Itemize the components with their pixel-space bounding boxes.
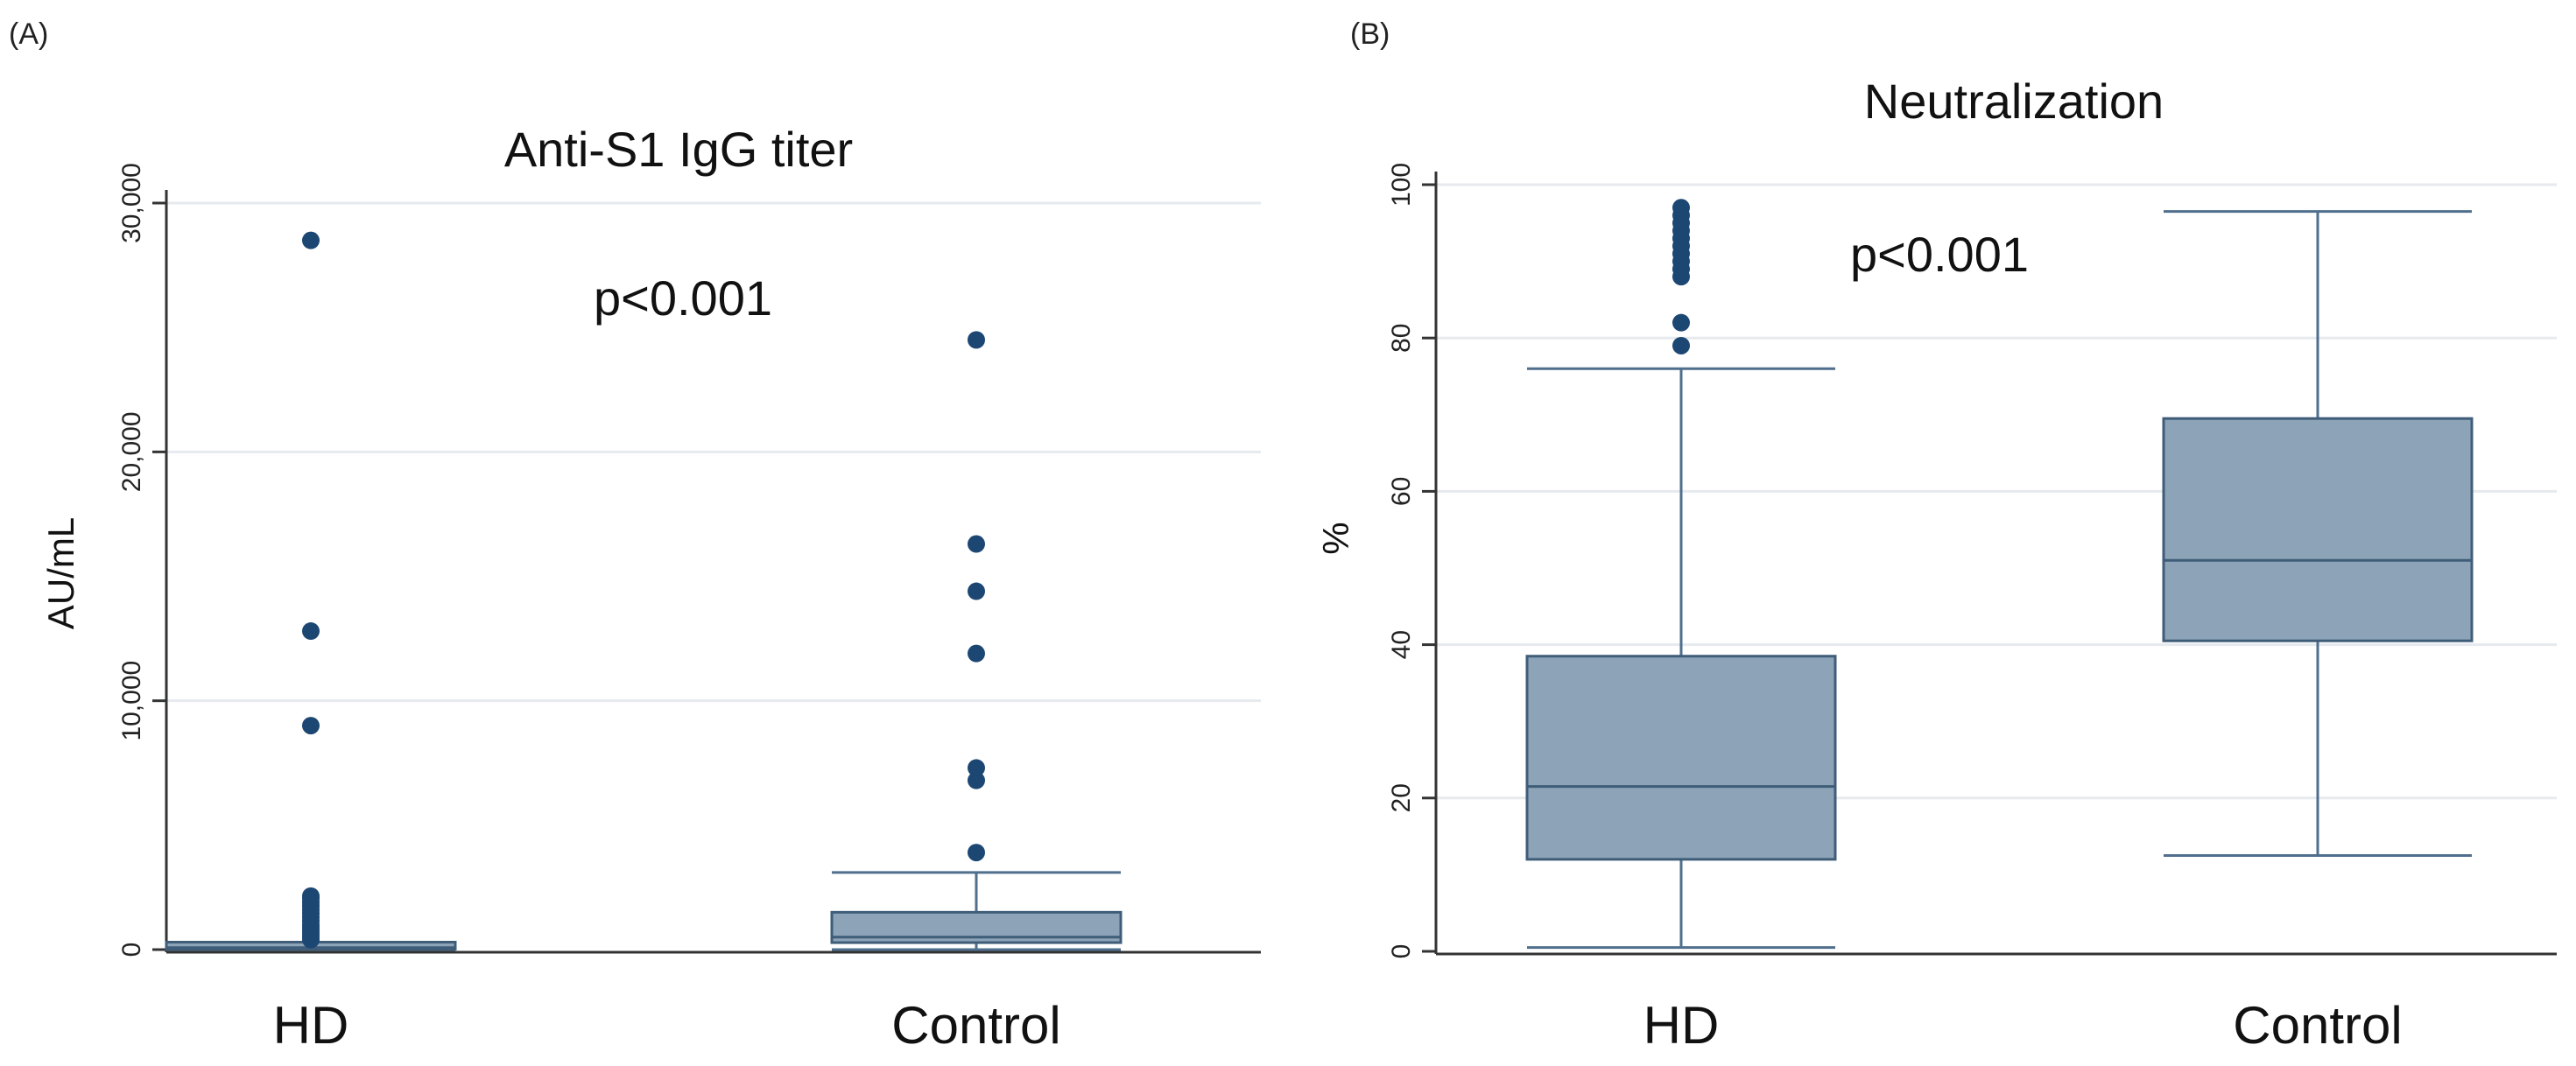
- outlier-point-a: [968, 331, 985, 349]
- y-tick-label-b: 40: [1387, 630, 1416, 659]
- y-tick-label-a: 0: [117, 943, 146, 957]
- outlier-point-a: [302, 231, 320, 249]
- category-label-b: Control: [2233, 996, 2402, 1055]
- outlier-point-b: [1672, 336, 1690, 354]
- panel-label-a: (A): [9, 18, 49, 51]
- y-tick-label-b: 80: [1387, 324, 1416, 353]
- panel-label-b: (B): [1350, 18, 1390, 51]
- p-value-annotation-a: p<0.001: [594, 270, 772, 326]
- y-axis-label-b: %: [1315, 522, 1356, 554]
- y-tick-label-b: 100: [1387, 163, 1416, 207]
- outlier-point-a: [302, 622, 320, 641]
- chart-panel-b: (B) 0 20 40 60 80 100 Neutralization p<0.001% HD…: [1296, 0, 2576, 1066]
- p-value-annotation-b: p<0.001: [1850, 227, 2029, 282]
- y-tick-label-a: 20,000: [117, 411, 146, 492]
- y-tick-label-a: 10,000: [117, 661, 146, 741]
- box-b-control: [2162, 417, 2474, 642]
- outlier-point-b: [1672, 199, 1690, 217]
- outlier-point-a: [968, 771, 985, 789]
- box-b-hd: [1525, 655, 1837, 861]
- y-tick-label-b: 0: [1387, 944, 1416, 959]
- y-tick-label-b: 20: [1387, 783, 1416, 812]
- chart-panel-a: (A) 0 10,000 20,000 30,000 Anti-S1 IgG titer…: [9, 18, 1261, 1055]
- category-label-a: HD: [273, 996, 349, 1055]
- y-tick-label-b: 60: [1387, 477, 1416, 506]
- chart-title-a: Anti-S1 IgG titer: [504, 122, 853, 177]
- outlier-point-a: [968, 644, 985, 663]
- outlier-point-a: [302, 887, 320, 905]
- chart-a-svg: 0 10,000 20,000 30,000 Anti-S1 IgG titer p<0.…: [40, 122, 1261, 1055]
- chart-b-svg: 0 20 40 60 80 100 Neutralization p<0.001% HD Cont…: [1315, 74, 2557, 1055]
- category-label-b: HD: [1643, 996, 1720, 1055]
- category-label-a: Control: [891, 996, 1060, 1055]
- y-tick-label-a: 30,000: [117, 163, 146, 243]
- y-axis-label-a: AU/mL: [40, 517, 81, 629]
- outlier-point-a: [968, 535, 985, 553]
- outlier-point-a: [968, 759, 985, 777]
- outlier-point-b: [1672, 313, 1690, 332]
- outlier-point-a: [302, 717, 320, 735]
- outlier-point-a: [968, 582, 985, 600]
- chart-title-b: Neutralization: [1864, 74, 2164, 129]
- outlier-point-a: [968, 844, 985, 862]
